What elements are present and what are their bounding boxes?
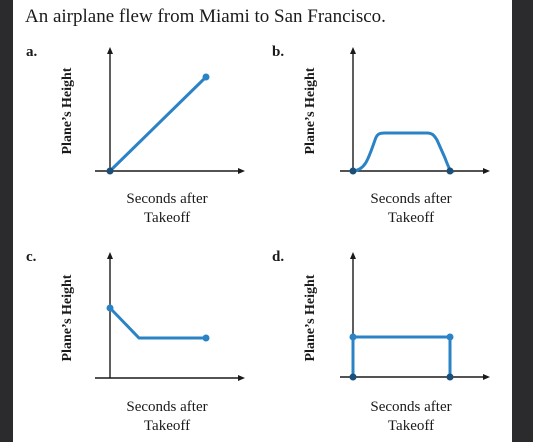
problem-prompt: An airplane flew from Miami to San Franc… <box>25 6 386 27</box>
panel-b-label: b. <box>272 44 285 60</box>
graphs-canvas <box>95 47 490 381</box>
panel-b-axes <box>340 47 490 174</box>
panel-a-axes <box>95 47 245 174</box>
panel-a-xlabel-line2: Takeoff <box>143 210 191 226</box>
panel-b-start-point <box>349 167 357 175</box>
panel-d-start-bottom-point <box>349 373 357 381</box>
panel-c-label: c. <box>26 249 37 265</box>
panel-a-xlabel-line1: Seconds after <box>126 191 208 207</box>
panel-d-label: d. <box>272 249 285 265</box>
panel-c-line <box>108 306 206 340</box>
panel-d-line <box>351 335 452 377</box>
panel-c-xlabel-line1: Seconds after <box>126 399 208 415</box>
panel-d-curve <box>349 333 454 381</box>
panel-b-xlabel-line2: Takeoff <box>387 210 435 226</box>
panel-a-label: a. <box>26 44 38 60</box>
panel-d-xlabel: Seconds after Takeoff <box>341 398 481 436</box>
panel-d-axes <box>340 252 490 380</box>
panel-c-xlabel-line2: Takeoff <box>143 418 191 434</box>
panel-b-end-point <box>446 167 454 175</box>
panel-c-axes <box>95 252 245 381</box>
panel-d-xlabel-line2: Takeoff <box>387 418 435 434</box>
panel-b-xlabel-line1: Seconds after <box>370 191 452 207</box>
right-dark-border <box>512 0 533 442</box>
panel-c-start-point <box>106 304 114 312</box>
panel-d-xlabel-line1: Seconds after <box>370 399 452 415</box>
panel-a-xlabel: Seconds after Takeoff <box>97 190 237 228</box>
problem-sheet: An airplane flew from Miami to San Franc… <box>13 0 512 442</box>
panel-c-curve <box>106 304 210 342</box>
panel-d-start-top-point <box>349 333 357 341</box>
left-dark-border <box>0 0 13 442</box>
panel-a-start-point <box>106 167 114 175</box>
panel-b-xlabel: Seconds after Takeoff <box>341 190 481 228</box>
panel-d-end-bottom-point <box>446 373 454 381</box>
panel-a-curve <box>106 73 210 175</box>
panel-a-end-point <box>202 73 210 81</box>
panel-b-curve <box>349 131 455 175</box>
panel-a-line <box>108 75 208 173</box>
panel-c-xlabel: Seconds after Takeoff <box>97 398 237 436</box>
panel-d-end-top-point <box>446 333 454 341</box>
panel-b-line <box>352 131 455 173</box>
panel-c-end-point <box>202 334 210 342</box>
